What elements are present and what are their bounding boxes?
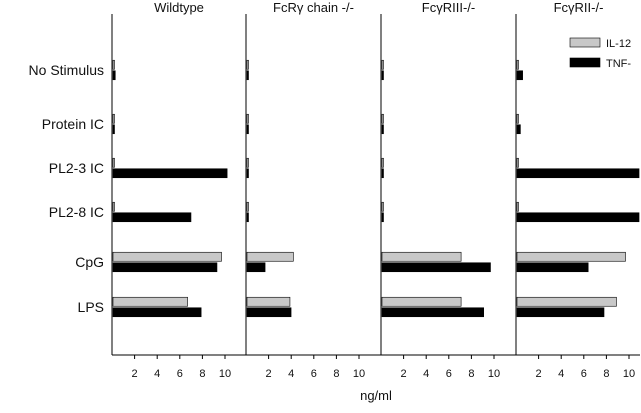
x-tick-label: 6	[446, 368, 452, 380]
bar	[246, 124, 249, 135]
x-tick-label: 6	[581, 368, 587, 380]
bar	[112, 157, 115, 168]
bar	[381, 168, 384, 179]
bar	[246, 59, 249, 70]
bar	[516, 307, 605, 318]
bar	[381, 201, 384, 212]
bar	[516, 251, 626, 262]
bar	[516, 113, 519, 124]
bar	[516, 59, 519, 70]
x-tick-label: 2	[536, 368, 542, 380]
panel-title: FcγRII-/-	[554, 0, 604, 15]
bar	[516, 168, 640, 179]
bar	[381, 262, 491, 273]
panel-title: FcRγ chain -/-	[273, 0, 354, 15]
bar	[381, 113, 384, 124]
bar	[112, 212, 192, 223]
bar	[246, 307, 292, 318]
bar	[246, 113, 249, 124]
x-tick-label: 10	[623, 368, 635, 380]
bar	[381, 124, 384, 135]
bar	[381, 307, 484, 318]
x-tick-label: 2	[266, 368, 272, 380]
bar	[516, 201, 519, 212]
x-tick-label: 8	[199, 368, 205, 380]
category-label: PL2-3 IC	[49, 160, 104, 176]
x-tick-label: 10	[488, 368, 500, 380]
x-tick-label: 4	[288, 368, 294, 380]
bar	[516, 262, 589, 273]
bar	[381, 296, 462, 307]
x-tick-label: 8	[603, 368, 609, 380]
category-label: PL2-8 IC	[49, 204, 104, 220]
panel-title: FcγRIII-/-	[422, 0, 475, 15]
bar	[516, 124, 521, 135]
bar	[112, 113, 115, 124]
bar	[516, 212, 640, 223]
bar	[246, 212, 249, 223]
legend-swatch	[569, 57, 601, 68]
x-tick-label: 8	[468, 368, 474, 380]
x-tick-label: 6	[311, 368, 317, 380]
bar	[112, 59, 115, 70]
panel-title: Wildtype	[154, 0, 204, 15]
bar	[112, 201, 115, 212]
bar	[112, 70, 116, 81]
x-tick-label: 10	[219, 368, 231, 380]
x-tick-label: 6	[177, 368, 183, 380]
bar	[381, 59, 384, 70]
bar	[381, 212, 384, 223]
bar	[381, 70, 384, 81]
bar	[112, 251, 222, 262]
x-tick-label: 2	[401, 368, 407, 380]
bar	[516, 70, 523, 81]
x-tick-label: 10	[353, 368, 365, 380]
bar	[246, 70, 249, 81]
bar	[112, 262, 218, 273]
legend-label: TNF-	[606, 58, 631, 70]
x-tick-label: 4	[154, 368, 160, 380]
category-label: No Stimulus	[29, 62, 104, 78]
bar	[112, 168, 228, 179]
bar	[246, 168, 249, 179]
bar	[516, 296, 617, 307]
bar	[246, 157, 249, 168]
bar	[381, 157, 384, 168]
bar	[246, 262, 266, 273]
bar	[246, 201, 249, 212]
x-axis-label: ng/ml	[360, 388, 392, 403]
category-label: CpG	[75, 254, 104, 270]
x-tick-label: 4	[558, 368, 564, 380]
x-tick-label: 8	[333, 368, 339, 380]
category-label: Protein IC	[42, 116, 104, 132]
legend-swatch	[569, 37, 601, 48]
legend-label: IL-12	[606, 38, 631, 50]
bar	[246, 296, 291, 307]
category-label: LPS	[78, 299, 104, 315]
x-tick-label: 2	[132, 368, 138, 380]
x-tick-label: 4	[423, 368, 429, 380]
bar	[381, 251, 462, 262]
bar	[246, 251, 294, 262]
bar	[112, 124, 115, 135]
bar	[112, 307, 202, 318]
bar	[516, 157, 519, 168]
bar	[112, 296, 188, 307]
